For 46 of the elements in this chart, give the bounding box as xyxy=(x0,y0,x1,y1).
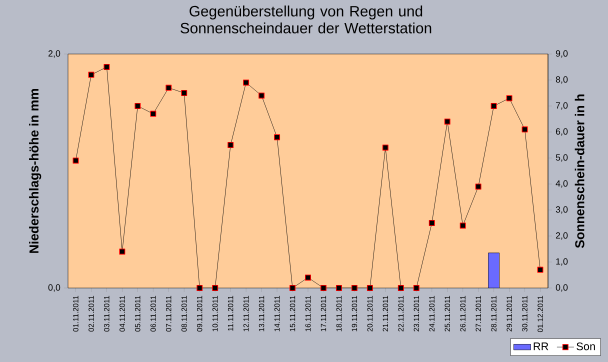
point xyxy=(212,285,218,291)
point xyxy=(290,285,296,291)
point xyxy=(243,80,250,86)
point xyxy=(320,285,326,291)
point xyxy=(460,222,466,229)
legend-label: RR xyxy=(534,342,548,350)
y2-tick-label: 4,0 xyxy=(556,180,568,188)
y2-tick-label: 2,0 xyxy=(556,232,568,240)
point xyxy=(196,285,203,291)
point xyxy=(428,220,435,226)
point xyxy=(366,285,373,291)
point xyxy=(444,118,450,125)
y2-tick-label: 6,0 xyxy=(556,128,568,136)
point xyxy=(88,72,94,78)
y2-axis-title: Sonnenschein-dauer in h xyxy=(574,94,584,248)
point xyxy=(258,92,265,99)
point xyxy=(228,142,234,148)
point xyxy=(104,64,110,70)
point xyxy=(413,285,420,291)
point xyxy=(351,285,358,291)
y2-tick-label: 1,0 xyxy=(556,258,568,266)
point xyxy=(150,110,156,117)
chart-title: Gegenüberstellung von Regen und Sonnenscheindauer der Wetterstation xyxy=(180,6,432,34)
point xyxy=(398,285,404,291)
y2-tick-label: 9,0 xyxy=(556,50,568,58)
y2-tick-label: 8,0 xyxy=(556,76,568,84)
point xyxy=(522,126,528,132)
point xyxy=(490,103,497,109)
point xyxy=(166,84,172,91)
y2-tick-label: 5,0 xyxy=(556,154,568,162)
point xyxy=(382,144,388,151)
point xyxy=(181,90,188,96)
point xyxy=(119,248,126,255)
point xyxy=(274,134,280,140)
point xyxy=(506,95,512,102)
point xyxy=(72,158,79,164)
point xyxy=(537,266,544,273)
point xyxy=(134,103,141,109)
y2-tick-label: 0,0 xyxy=(556,284,568,292)
y-axis-title: Niederschlags-höhe in mm xyxy=(29,89,42,253)
y2-tick-label: 7,0 xyxy=(556,102,568,110)
point xyxy=(305,274,311,281)
y2-tick-label: 3,0 xyxy=(556,206,568,214)
legend-label: Son xyxy=(576,342,595,350)
point xyxy=(475,184,482,190)
point xyxy=(336,285,342,291)
